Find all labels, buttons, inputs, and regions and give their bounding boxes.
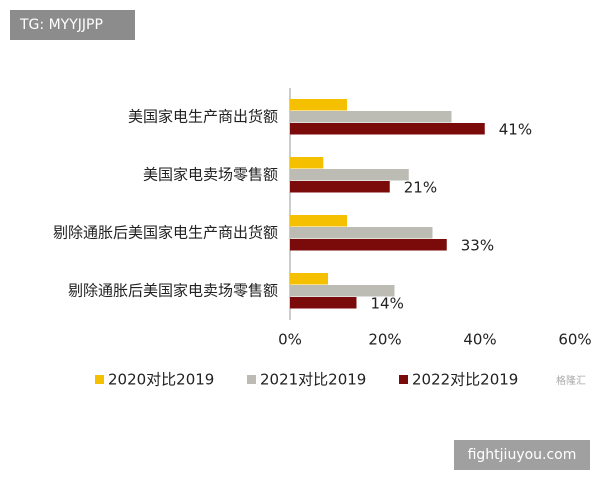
data-label: 21%	[404, 179, 437, 197]
legend-swatch	[95, 375, 104, 384]
watermark: TG: MYYJJPP	[19, 17, 103, 33]
legend-label: 2021对比2019	[260, 371, 366, 389]
x-tick-label: 40%	[463, 331, 496, 349]
y-tick-label: 剔除通胀后美国家电卖场零售额	[68, 282, 278, 300]
x-tick-label: 60%	[558, 331, 591, 349]
y-tick-label: 美国家电生产商出货额	[128, 108, 278, 126]
legend-label: 2022对比2019	[412, 371, 518, 389]
bar	[290, 239, 447, 251]
bar	[290, 99, 347, 111]
bar	[290, 157, 324, 169]
bar	[290, 169, 409, 181]
watermark-box	[10, 10, 135, 40]
legend-swatch	[247, 375, 256, 384]
data-label: 41%	[499, 121, 532, 139]
bar	[290, 273, 328, 285]
bar	[290, 111, 452, 123]
watermark: fightjiuyou.com	[468, 447, 577, 463]
watermark: 格隆汇	[556, 374, 586, 387]
legend-label: 2020对比2019	[108, 371, 214, 389]
data-label: 33%	[461, 237, 494, 255]
legend-swatch	[399, 375, 408, 384]
bar	[290, 215, 347, 227]
bar	[290, 123, 485, 135]
x-tick-label: 20%	[368, 331, 401, 349]
y-tick-label: 剔除通胀后美国家电生产商出货额	[53, 224, 278, 242]
bar	[290, 227, 433, 239]
y-tick-label: 美国家电卖场零售额	[143, 166, 278, 184]
data-label: 14%	[371, 295, 404, 313]
bar	[290, 297, 357, 309]
x-tick-label: 0%	[278, 331, 302, 349]
bar	[290, 285, 395, 297]
bar	[290, 181, 390, 193]
watermark-box	[454, 440, 590, 470]
